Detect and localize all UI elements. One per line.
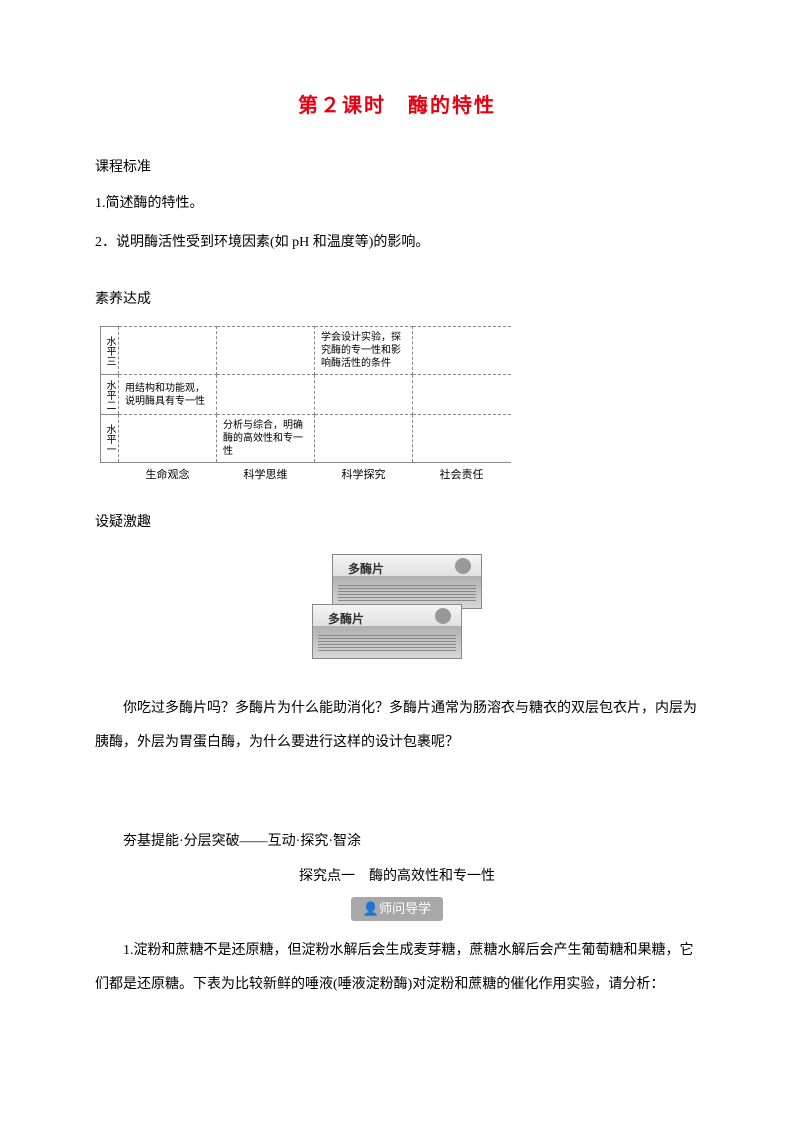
matrix-col-header-1: 科学思维: [217, 463, 315, 487]
curriculum-item-2: 2．说明酶活性受到环境因素(如 pH 和温度等)的影响。: [95, 228, 699, 259]
achievement-heading: 素养达成: [95, 289, 699, 311]
product-label-front: 多酶片: [328, 610, 364, 629]
matrix-row-label-2: 水平一: [101, 415, 119, 463]
matrix-cell-2-2: [315, 415, 413, 463]
teacher-badge-text: 师问导学: [379, 901, 431, 916]
matrix-col-header-0: 生命观念: [119, 463, 217, 487]
product-circle-back: [455, 558, 471, 574]
matrix-cell-1-3: [413, 375, 511, 415]
matrix-cell-2-3: [413, 415, 511, 463]
matrix-cell-2-0: [119, 415, 217, 463]
curriculum-heading: 课程标准: [95, 157, 699, 179]
study-paragraph-1: 1.淀粉和蔗糖不是还原糖，但淀粉水解后会生成麦芽糖，蔗糖水解后会产生葡萄糖和果糖…: [95, 934, 699, 1001]
matrix-cell-1-1: [217, 375, 315, 415]
product-box-front: 多酶片: [312, 604, 462, 659]
matrix-row-label-1: 水平二: [101, 375, 119, 415]
product-circle-front: [435, 608, 451, 624]
teacher-badge-wrapper: 👤师问导学: [95, 892, 699, 927]
curriculum-item-1: 1.简述酶的特性。: [95, 189, 699, 220]
study-base-heading: 夯基提能·分层突破——互动·探究·智涂: [95, 825, 699, 859]
page-title: 第２课时 酶的特性: [95, 90, 699, 122]
matrix-cell-0-0: [119, 327, 217, 375]
question-body: 你吃过多酶片吗？多酶片为什么能助消化？多酶片通常为肠溶衣与糖衣的双层包衣片，内层…: [95, 692, 699, 759]
matrix-cell-1-2: [315, 375, 413, 415]
study-topic: 探究点一 酶的高效性和专一性: [95, 866, 699, 888]
product-stripes-back: [338, 585, 476, 603]
product-image: 多酶片 多酶片: [95, 554, 699, 672]
product-stripes-front: [318, 635, 456, 653]
achievement-matrix: 水平三 学会设计实验，探究酶的专一性和影响酶活性的条件 水平二 用结构和功能观，…: [100, 326, 699, 486]
matrix-cell-0-1: [217, 327, 315, 375]
matrix-row-label-0: 水平三: [101, 327, 119, 375]
product-box-back: 多酶片: [332, 554, 482, 609]
person-icon: 👤: [363, 901, 379, 916]
matrix-col-header-2: 科学探究: [315, 463, 413, 487]
curriculum-heading-text: 课程标准: [95, 160, 151, 175]
matrix-cell-0-2: 学会设计实验，探究酶的专一性和影响酶活性的条件: [315, 327, 413, 375]
product-label-back: 多酶片: [348, 560, 384, 579]
question-heading: 设疑激趣: [95, 512, 699, 534]
matrix-cell-1-0: 用结构和功能观，说明酶具有专一性: [119, 375, 217, 415]
matrix-cell-2-1: 分析与综合，明确酶的高效性和专一性: [217, 415, 315, 463]
matrix-corner: [101, 463, 119, 487]
matrix-col-header-3: 社会责任: [413, 463, 511, 487]
teacher-badge: 👤师问导学: [351, 897, 443, 922]
matrix-cell-0-3: [413, 327, 511, 375]
